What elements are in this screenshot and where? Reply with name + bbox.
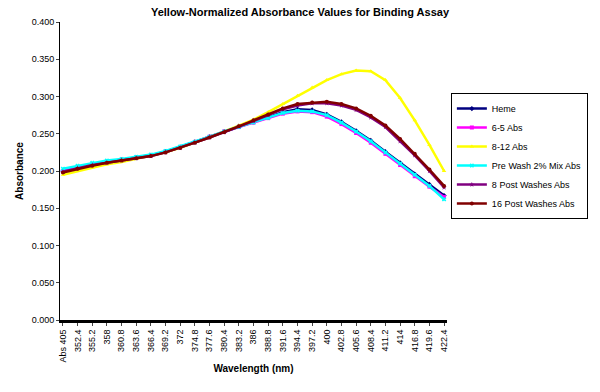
svg-text:8-12 Abs: 8-12 Abs [492,142,528,152]
svg-text:0.050: 0.050 [32,278,55,288]
svg-text:6-5 Abs: 6-5 Abs [492,123,523,133]
svg-text:Abs 405: Abs 405 [58,330,68,363]
svg-text:0.150: 0.150 [32,203,55,213]
svg-text:386: 386 [248,330,258,345]
svg-text:408.4: 408.4 [366,330,376,353]
svg-text:402.8: 402.8 [336,330,346,353]
svg-text:388.8: 388.8 [263,330,273,353]
svg-text:0.350: 0.350 [32,54,55,64]
svg-text:0.400: 0.400 [32,17,55,27]
svg-text:0.300: 0.300 [32,92,55,102]
svg-text:0.250: 0.250 [32,129,55,139]
svg-text:394.4: 394.4 [292,330,302,353]
svg-text:411.2: 411.2 [380,330,390,352]
svg-text:Wavelength (nm): Wavelength (nm) [213,363,293,374]
svg-text:366.4: 366.4 [146,330,156,353]
svg-text:Heme: Heme [492,104,516,114]
svg-text:352.4: 352.4 [73,330,83,353]
svg-text:8 Post Washes Abs: 8 Post Washes Abs [492,180,570,190]
svg-text:380.4: 380.4 [219,330,229,353]
svg-text:0.000: 0.000 [32,315,55,325]
svg-text:0.200: 0.200 [32,166,55,176]
svg-text:363.6: 363.6 [131,330,141,353]
svg-text:391.6: 391.6 [278,330,288,353]
svg-text:16 Post Washes Abs: 16 Post Washes Abs [492,199,575,209]
svg-text:360.8: 360.8 [116,330,126,353]
svg-text:416.8: 416.8 [410,330,420,353]
svg-text:377.6: 377.6 [204,330,214,353]
svg-text:414: 414 [395,330,405,345]
svg-text:355.2: 355.2 [87,330,97,353]
svg-text:Absorbance: Absorbance [14,142,25,200]
svg-text:419.6: 419.6 [424,330,434,353]
svg-text:369.2: 369.2 [160,330,170,353]
svg-text:383.2: 383.2 [234,330,244,353]
svg-text:372: 372 [175,330,185,345]
svg-text:374.8: 374.8 [190,330,200,353]
svg-text:397.2: 397.2 [307,330,317,353]
svg-text:358: 358 [102,330,112,345]
svg-text:405.6: 405.6 [351,330,361,353]
svg-text:Pre Wash 2% Mix Abs: Pre Wash 2% Mix Abs [492,161,581,171]
svg-text:Yellow-Normalized Absorbance V: Yellow-Normalized Absorbance Values for … [151,6,450,18]
svg-text:0.100: 0.100 [32,241,55,251]
svg-text:400: 400 [322,330,332,345]
svg-text:422.4: 422.4 [439,330,449,353]
